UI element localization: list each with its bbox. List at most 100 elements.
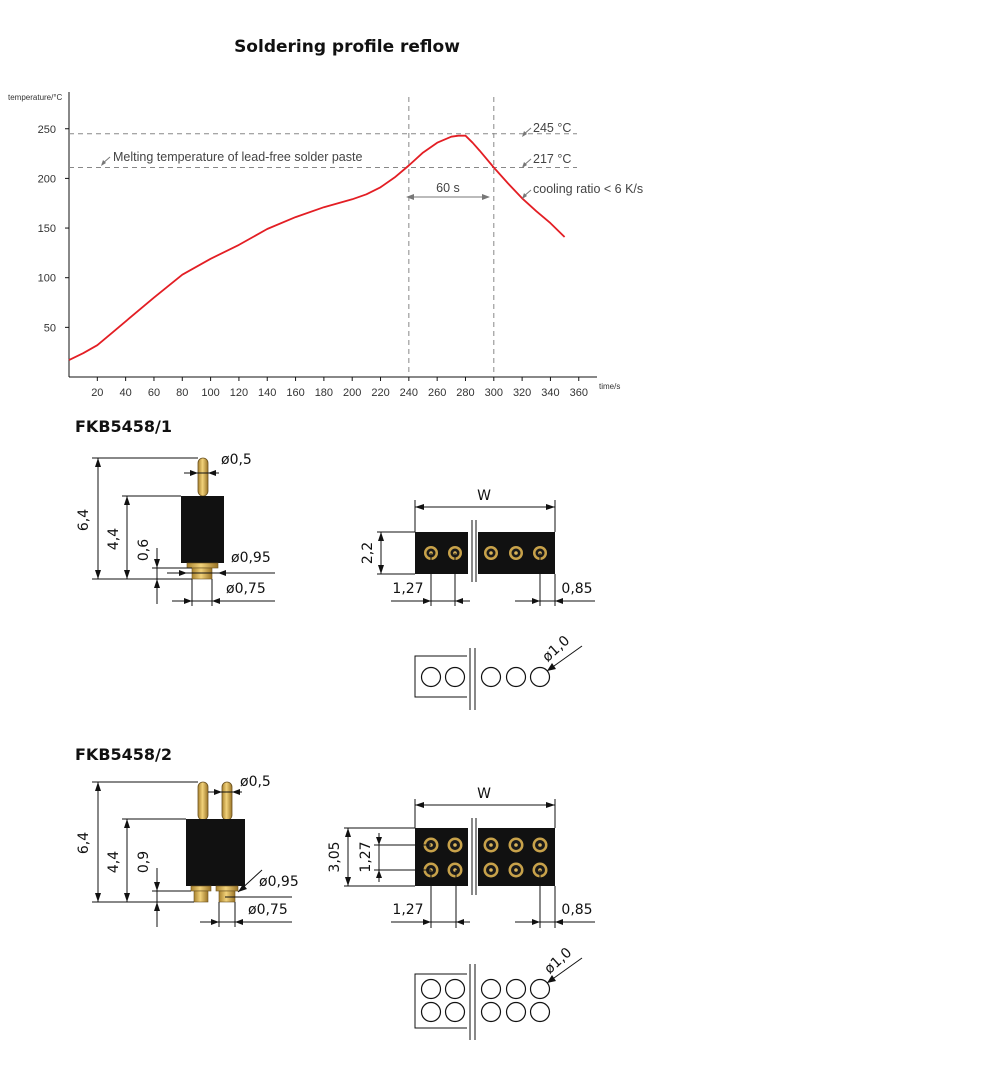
s1-depth: 2,2 [360,542,376,564]
melting-arrowhead [101,160,106,166]
solder-pad [529,1001,551,1023]
s1-tail-length: 0,6 [136,539,152,561]
y-ticks: 50 100 150 200 250 [38,124,69,334]
solder-pad [529,666,551,688]
x-tick-label: 160 [286,387,304,399]
s2-tail-length: 0,9 [136,851,152,873]
section2-top-view: W 3,05 1,27 1,27 0,85 [327,786,595,928]
section1-title: FKB5458/1 [75,417,172,436]
s2-row-pitch: 1,27 [358,841,374,872]
x-tick-label: 340 [541,387,559,399]
tail-a [193,890,209,903]
section2-title: FKB5458/2 [75,745,172,764]
y-tick-label: 150 [38,223,56,235]
x-tick-label: 360 [570,387,588,399]
x-tick-label: 140 [258,387,276,399]
x-axis-label: time/s [599,382,620,391]
x-tick-label: 300 [485,387,503,399]
collar [186,562,219,569]
s1-pad-dia: ø1,0 [540,633,574,666]
insulator-body [186,819,245,886]
chart-title: Soldering profile reflow [234,37,460,57]
section2-pad-layout: ø1,0 [414,945,583,1040]
s1-edge: 0,85 [561,581,592,597]
x-tick-label: 120 [230,387,248,399]
span-label: 60 s [436,181,460,195]
cooling-arrowhead [522,193,527,199]
x-tick-label: 220 [371,387,389,399]
span-arrow-right [482,194,490,200]
s1-pin-dia: ø0,5 [221,452,252,468]
solder-pad [505,666,527,688]
x-tick-label: 240 [400,387,418,399]
x-tick-label: 80 [176,387,188,399]
s2-pads [420,978,551,1023]
annot-217: 217 °C [533,152,571,166]
plunger [197,457,209,497]
x-tick-label: 320 [513,387,531,399]
cooling-annotation: cooling ratio < 6 K/s [533,182,643,196]
section1-pad-layout: ø1,0 [414,633,583,710]
x-ticks: 20 40 60 80 100 120 140 160 180 200 220 240 260 280 30… [91,377,588,399]
section1-top-view: W 2,2 1,27 0,85 [360,488,595,606]
x-tick-label: 40 [120,387,132,399]
collar-a [190,885,212,892]
solder-pad [444,978,466,1000]
annot-245-arrowhead [522,131,527,137]
reference-lines [69,97,577,377]
section2-side-view: 6,4 4,4 0,9 ø0,5 ø0,95 ø0,75 [76,774,299,927]
collar-b [215,885,239,892]
plunger-b [221,781,233,821]
solder-pad [529,978,551,1000]
annot-217-arrowhead [522,162,527,168]
insulator-body [181,496,224,563]
s1-height-body: 4,4 [106,528,122,550]
plunger-a [197,781,209,821]
y-tick-label: 50 [44,322,56,334]
s1-pads [420,666,551,688]
s1-contact-holes [424,546,547,560]
solder-pad [420,978,442,1000]
solder-pad [480,978,502,1000]
s2-height-body: 4,4 [106,851,122,873]
s2-contact-holes [423,837,548,878]
y-tick-label: 250 [38,124,56,136]
y-tick-label: 100 [38,273,56,285]
temperature-curve [68,134,566,361]
x-tick-label: 260 [428,387,446,399]
reflow-chart: Soldering profile reflow temperature/°C … [8,37,643,399]
x-tick-label: 60 [148,387,160,399]
solder-pad [480,1001,502,1023]
s2-edge: 0,85 [561,902,592,918]
melting-annotation: Melting temperature of lead-free solder … [113,150,362,164]
y-tick-label: 200 [38,173,56,185]
solder-pad [505,1001,527,1023]
x-tick-label: 100 [201,387,219,399]
s2-collar-dia: ø0,95 [259,874,299,890]
s1-collar-dia: ø0,95 [231,550,271,566]
x-tick-label: 280 [456,387,474,399]
s1-pitch: 1,27 [392,581,423,597]
s2-pad-dia: ø1,0 [542,945,576,978]
annot-245: 245 °C [533,121,571,135]
y-axis-label: temperature/°C [8,93,63,102]
s2-depth: 3,05 [327,841,343,872]
s1-height-total: 6,4 [76,509,92,531]
s2-tail-dia: ø0,75 [248,902,288,918]
solder-pad [444,666,466,688]
x-tick-label: 20 [91,387,103,399]
x-tick-label: 180 [315,387,333,399]
s2-pin-dia: ø0,5 [240,774,271,790]
solder-pad [480,666,502,688]
solder-pad [420,1001,442,1023]
solder-pad [505,978,527,1000]
s2-width: W [477,786,491,802]
solder-pad [420,666,442,688]
s1-tail-dia: ø0,75 [226,581,266,597]
span-arrow-left [406,194,414,200]
s1-width: W [477,488,491,504]
body-left [415,828,468,886]
x-tick-label: 200 [343,387,361,399]
s2-pitch: 1,27 [392,902,423,918]
